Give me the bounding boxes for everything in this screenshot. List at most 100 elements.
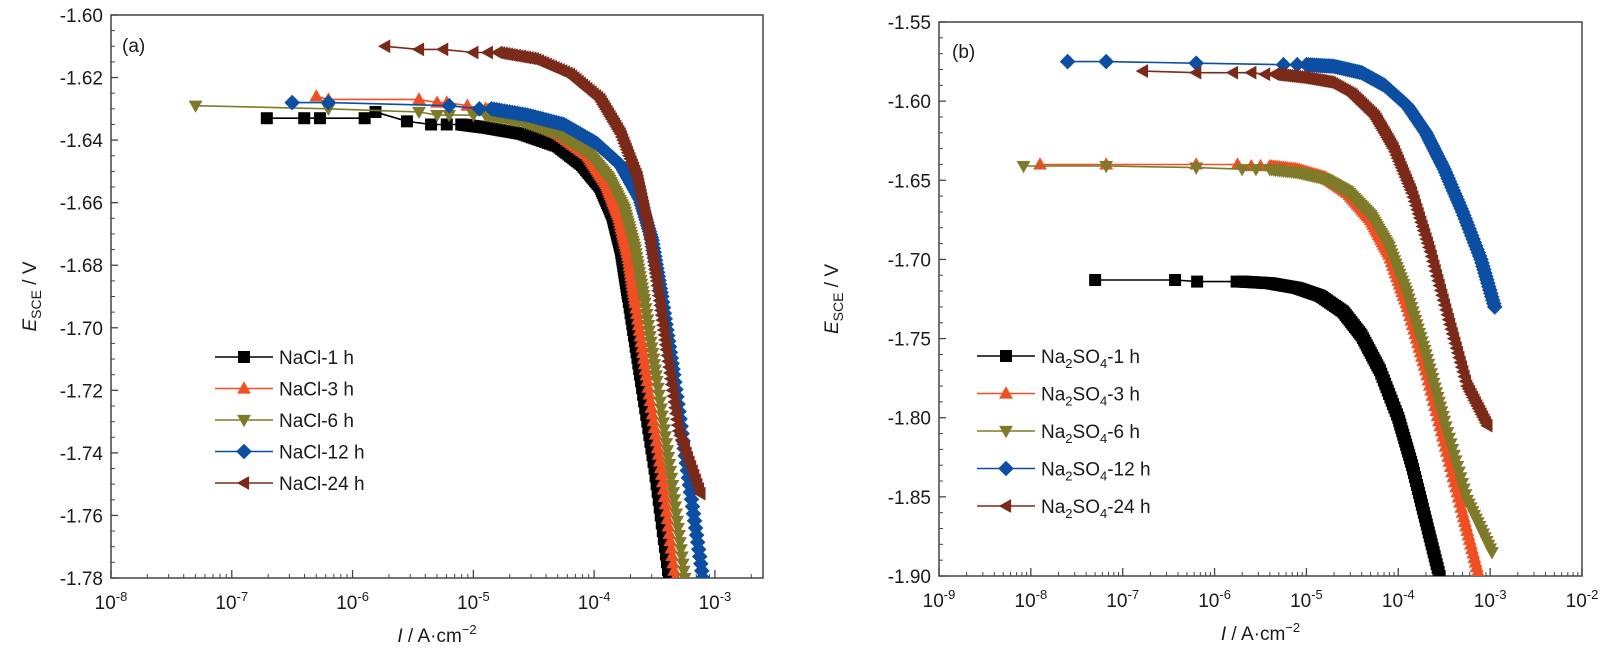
legend-item: Na2SO4-6 h bbox=[977, 422, 1140, 446]
data-point bbox=[1485, 547, 1499, 560]
data-point bbox=[652, 389, 666, 403]
data-point bbox=[1235, 164, 1250, 177]
data-point bbox=[693, 486, 706, 501]
data-point bbox=[666, 487, 681, 500]
legend-label: NaCl-3 h bbox=[279, 380, 354, 401]
data-point bbox=[369, 105, 382, 118]
panel-label: (b) bbox=[952, 42, 975, 63]
data-point bbox=[664, 541, 679, 554]
y-tick-label: -1.75 bbox=[888, 330, 931, 351]
legend-marker bbox=[237, 381, 251, 394]
data-point bbox=[655, 410, 670, 423]
data-point bbox=[640, 373, 655, 387]
data-point bbox=[1257, 67, 1271, 82]
data-point bbox=[644, 400, 659, 413]
legend-item: NaCl-12 h bbox=[215, 443, 365, 464]
legend-item: Na2SO4-24 h bbox=[977, 497, 1151, 521]
data-point bbox=[645, 407, 660, 420]
series-nacl-6-h bbox=[188, 100, 692, 578]
data-point bbox=[676, 565, 691, 578]
data-point bbox=[682, 484, 699, 501]
legend-label: Na2SO4-24 h bbox=[1041, 497, 1151, 521]
data-point bbox=[1249, 164, 1263, 177]
x-tick-label: 10-3 bbox=[699, 589, 732, 614]
data-point bbox=[298, 112, 311, 125]
data-point bbox=[662, 526, 677, 539]
data-point bbox=[661, 452, 676, 465]
data-point bbox=[653, 460, 668, 474]
data-point bbox=[661, 519, 676, 532]
legend-item: NaCl-24 h bbox=[215, 474, 365, 495]
y-tick-label: -1.80 bbox=[888, 409, 931, 430]
data-point bbox=[471, 101, 488, 117]
data-point bbox=[643, 393, 658, 407]
legend-label: Na2SO4-6 h bbox=[1041, 422, 1140, 446]
data-point bbox=[440, 118, 453, 131]
y-axis-title: ESCE / V bbox=[20, 261, 44, 331]
data-point bbox=[651, 447, 666, 460]
data-point bbox=[480, 45, 493, 60]
data-point bbox=[659, 504, 674, 517]
legend-marker bbox=[236, 476, 250, 490]
data-point bbox=[654, 467, 669, 480]
plot-frame bbox=[938, 21, 1583, 577]
data-point bbox=[663, 533, 678, 547]
data-point bbox=[672, 530, 686, 543]
data-point bbox=[656, 482, 671, 495]
y-tick-label: -1.72 bbox=[60, 381, 103, 402]
legend-item: NaCl-3 h bbox=[215, 380, 354, 401]
data-point bbox=[637, 356, 652, 370]
data-point bbox=[430, 109, 445, 123]
y-tick-label: -1.55 bbox=[888, 13, 931, 34]
data-point bbox=[665, 479, 680, 493]
legend-item: NaCl-1 h bbox=[215, 348, 354, 369]
data-point bbox=[1169, 274, 1182, 287]
data-point bbox=[648, 427, 663, 440]
y-tick-label: -1.65 bbox=[888, 171, 931, 192]
x-tick-label: 10-8 bbox=[1015, 587, 1048, 612]
legend-marker bbox=[236, 443, 252, 460]
legend-marker bbox=[998, 460, 1014, 477]
x-tick-label: 10-6 bbox=[1198, 587, 1231, 612]
data-point bbox=[659, 438, 674, 451]
data-point bbox=[425, 118, 438, 131]
chart-panel-a: -1.60 -1.62 -1.64 -1.66 -1.68 -1.70 -1.72 -1.74… bbox=[20, 6, 764, 647]
data-point bbox=[634, 334, 649, 347]
data-point bbox=[647, 420, 662, 433]
data-point bbox=[377, 39, 391, 54]
data-point bbox=[633, 329, 648, 342]
data-point bbox=[1099, 160, 1114, 174]
x-axis-title: I / A·cm−2 bbox=[1221, 620, 1300, 645]
series-na2so4-1-h bbox=[1089, 274, 1446, 576]
x-tick-label: 10-8 bbox=[95, 589, 128, 614]
data-point bbox=[1225, 65, 1239, 80]
data-point bbox=[664, 472, 679, 486]
chart-panel-b: -1.55 -1.60 -1.65 -1.70 -1.75 -1.80 -1.85 -1.90… bbox=[822, 13, 1598, 645]
legend-item: NaCl-6 h bbox=[215, 411, 354, 432]
x-tick-label: 10-3 bbox=[1474, 587, 1507, 612]
y-axis-title: ESCE / V bbox=[822, 264, 846, 334]
data-point bbox=[630, 312, 645, 325]
series-line bbox=[1142, 70, 1489, 426]
y-tick-label: -1.74 bbox=[60, 444, 104, 465]
y-tick-label: -1.90 bbox=[888, 567, 931, 588]
data-point bbox=[400, 115, 413, 128]
data-point bbox=[660, 511, 675, 525]
legend-label: Na2SO4-3 h bbox=[1041, 385, 1140, 409]
data-point bbox=[675, 558, 690, 571]
data-point bbox=[695, 570, 711, 578]
legend: NaCl-1 h NaCl-3 h NaCl-6 h NaCl-12 h NaCl-24… bbox=[215, 348, 365, 495]
x-tick-label: 10-7 bbox=[215, 589, 248, 614]
data-point bbox=[1033, 157, 1047, 170]
data-point bbox=[1244, 65, 1257, 80]
data-point bbox=[657, 489, 672, 503]
legend-item: Na2SO4-12 h bbox=[977, 460, 1151, 484]
data-point bbox=[642, 387, 657, 400]
legend-marker bbox=[237, 414, 251, 428]
data-point bbox=[667, 563, 682, 576]
y-tick-label: -1.85 bbox=[888, 488, 931, 509]
legend-label: NaCl-12 h bbox=[279, 443, 365, 464]
plot-area bbox=[1016, 53, 1503, 576]
x-tick-label: 10-5 bbox=[1290, 587, 1323, 612]
legend-marker bbox=[999, 425, 1013, 439]
